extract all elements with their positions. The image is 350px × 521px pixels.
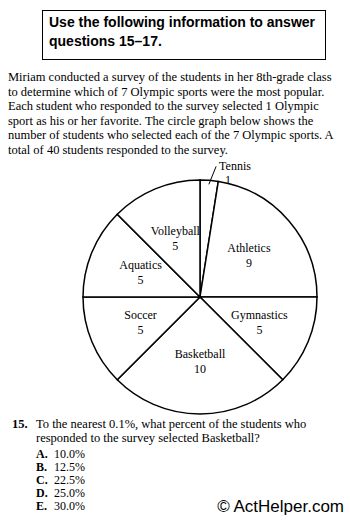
svg-text:Aquatics: Aquatics (119, 258, 162, 272)
html-text:Use the following information: Use the following information to answer … (49, 14, 315, 49)
html-text:12.5%: 12.5% (54, 460, 85, 474)
html-text:C.: C. (36, 473, 48, 487)
html-text:B.: B. (36, 460, 47, 474)
svg-text:Athletics: Athletics (227, 241, 271, 255)
html-text:To the nearest 0.1%, what perc: To the nearest 0.1%, what percent of the… (36, 417, 307, 445)
html-text:30.0%: 30.0% (54, 499, 85, 513)
svg-text:5: 5 (138, 323, 144, 337)
svg-text:9: 9 (246, 256, 252, 270)
svg-text:Volleyball: Volleyball (151, 224, 201, 238)
html-text:D.: D. (36, 486, 48, 500)
svg-text:10: 10 (194, 362, 206, 376)
html-text:15.: 15. (12, 417, 28, 431)
html-text:E.: E. (36, 499, 47, 513)
html-text:22.5%: 22.5% (54, 473, 85, 487)
svg-text:Basketball: Basketball (175, 347, 226, 361)
svg-text:1: 1 (225, 173, 231, 187)
svg-text:Gymnastics: Gymnastics (231, 308, 288, 322)
svg-text:Tennis: Tennis (219, 159, 251, 173)
html-text:25.0%: 25.0% (54, 486, 85, 500)
svg-text:5: 5 (256, 323, 262, 337)
html-text:Miriam conducted a survey of t: Miriam conducted a survey of the student… (8, 70, 333, 157)
html-text:© ActHelper.com: © ActHelper.com (217, 497, 344, 516)
svg-text:Soccer: Soccer (124, 308, 157, 322)
html-text:10.0%: 10.0% (54, 447, 85, 461)
html-text:A.: A. (36, 447, 48, 461)
svg-text:5: 5 (138, 273, 144, 287)
svg-text:5: 5 (172, 239, 178, 253)
